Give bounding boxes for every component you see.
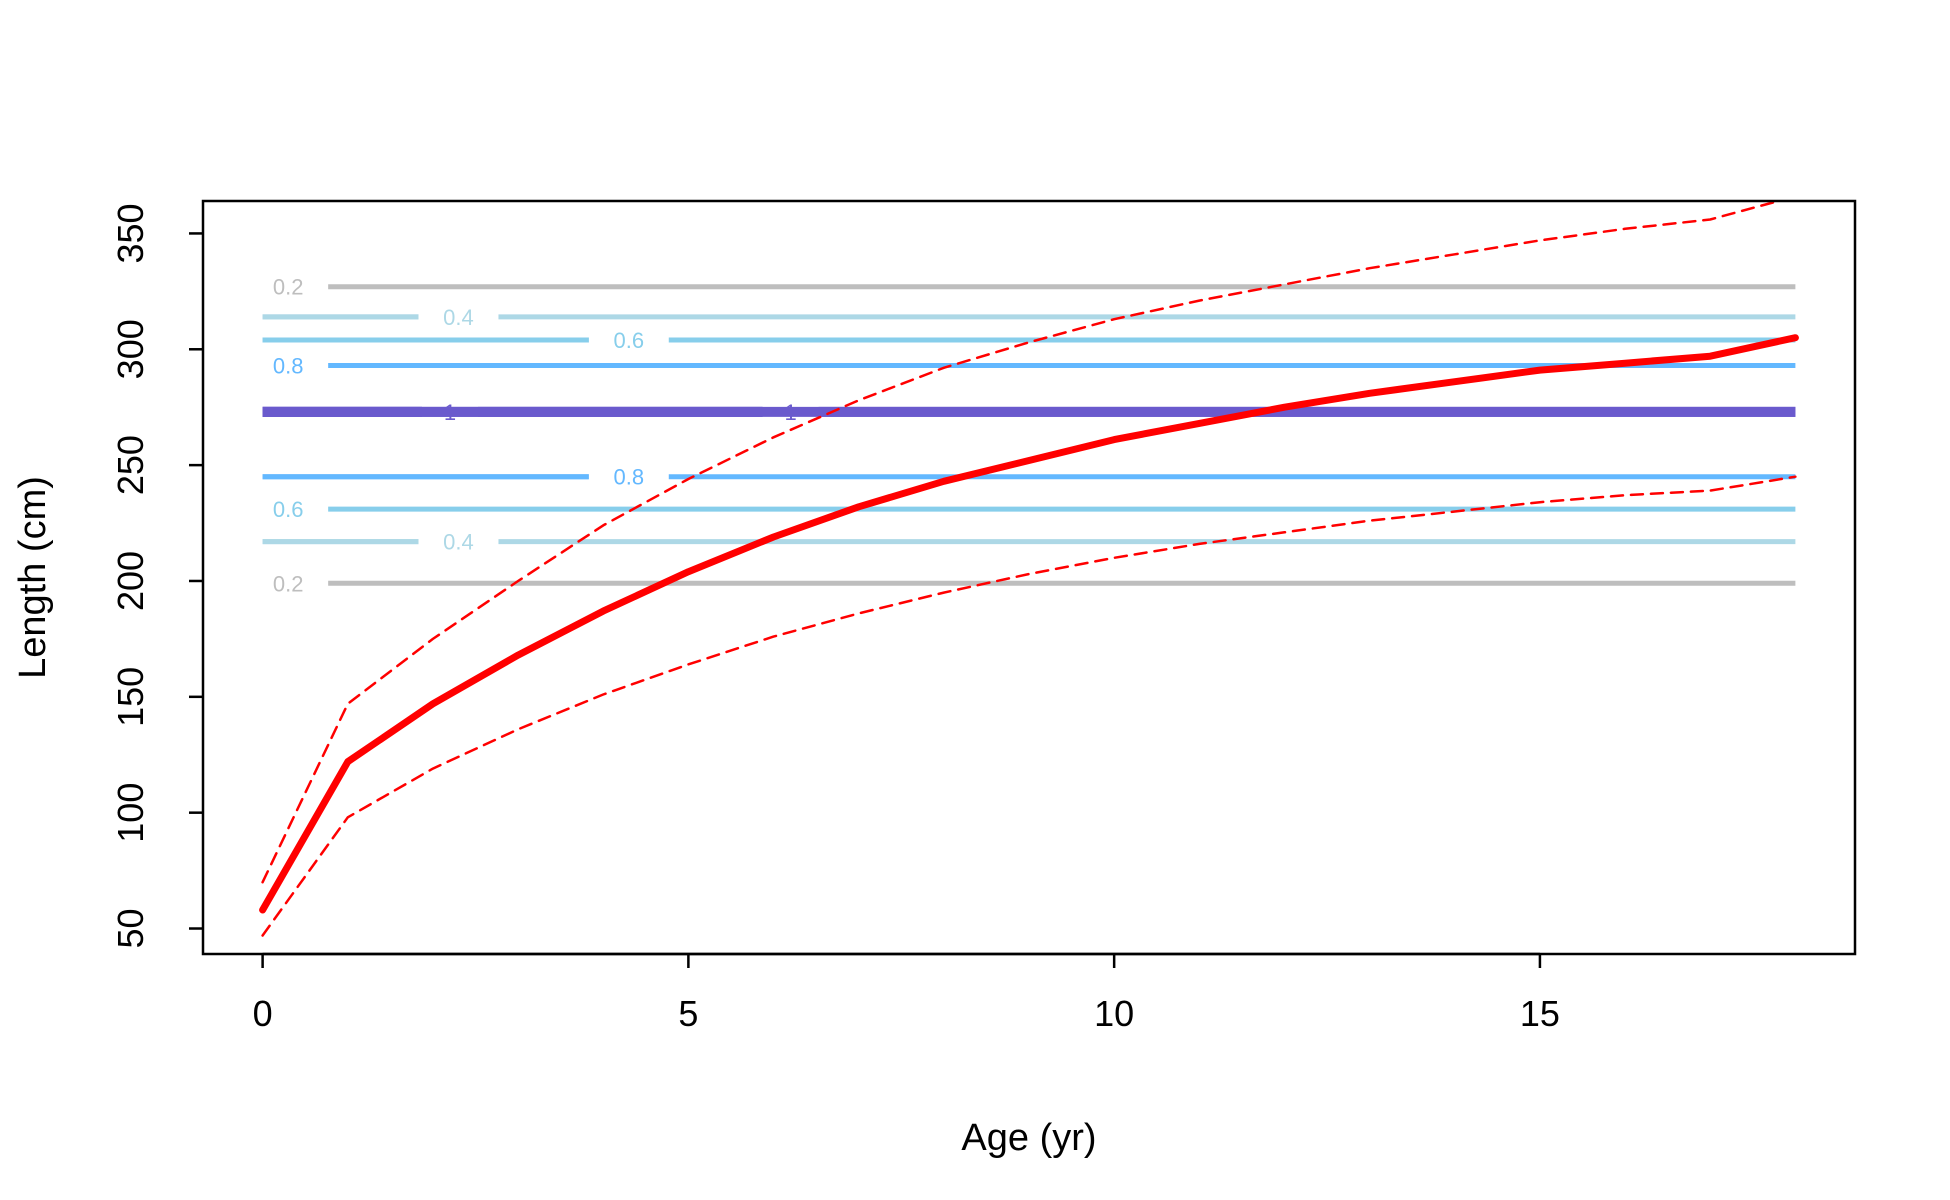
series-lines <box>259 201 1799 937</box>
y-tick-label: 200 <box>110 551 151 611</box>
contour-label-0.8: 0.8 <box>613 465 644 490</box>
contour-label-1: 1 <box>784 400 796 425</box>
y-axis-title: Length (cm) <box>12 476 54 679</box>
y-tick-label: 250 <box>110 435 151 495</box>
contour-label-0.4: 0.4 <box>443 530 474 555</box>
contour-label-0.6: 0.6 <box>613 328 644 353</box>
y-tick-label: 100 <box>110 783 151 843</box>
contour-label-0.2: 0.2 <box>273 275 304 300</box>
contour-lines: 0.20.40.60.8110.80.60.40.2 <box>262 275 1796 596</box>
confidence-bound-line <box>261 201 1784 884</box>
y-tick-label: 300 <box>110 319 151 379</box>
y-tick-label: 350 <box>110 203 151 263</box>
contour-label-0.2: 0.2 <box>273 571 304 596</box>
y-tick-label: 150 <box>110 667 151 727</box>
x-tick-label: 0 <box>253 993 273 1034</box>
growth-curve-line <box>259 334 1799 914</box>
confidence-bound-line <box>261 475 1797 937</box>
contour-label-0.4: 0.4 <box>443 305 474 330</box>
x-axis-title: Age (yr) <box>961 1117 1096 1159</box>
contour-label-0.6: 0.6 <box>273 497 304 522</box>
y-tick-label: 50 <box>110 908 151 948</box>
x-tick-label: 5 <box>678 993 698 1034</box>
x-tick-label: 10 <box>1094 993 1134 1034</box>
contour-label-0.8: 0.8 <box>273 354 304 379</box>
axes: 0 5 10 15 50 100 150 200 250 300 350 <box>110 203 1560 1034</box>
x-tick-label: 15 <box>1520 993 1560 1034</box>
